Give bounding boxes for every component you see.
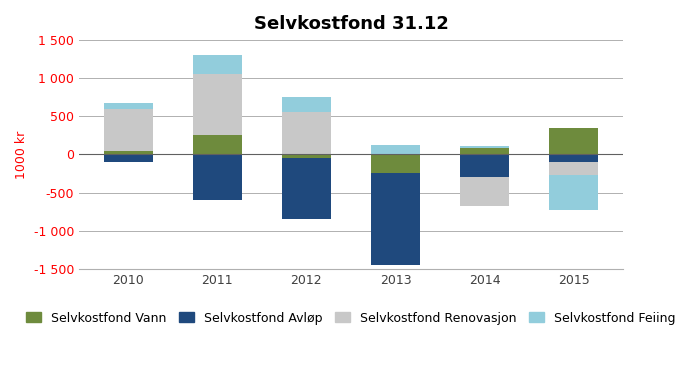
Y-axis label: 1000 kr: 1000 kr [15, 130, 28, 179]
Title: Selvkostfond 31.12: Selvkostfond 31.12 [253, 15, 448, 33]
Bar [550, 162, 598, 176]
Bar [550, 176, 598, 210]
Bar [103, 154, 153, 162]
Bar [371, 145, 420, 154]
Bar [282, 158, 331, 219]
Bar [193, 55, 242, 74]
Bar [460, 146, 509, 148]
Bar [103, 109, 153, 151]
Bar [460, 177, 509, 206]
Bar [193, 74, 242, 135]
Bar [460, 148, 509, 154]
Bar [193, 135, 242, 154]
Legend: Selvkostfond Vann, Selvkostfond Avløp, Selvkostfond Renovasjon, Selvkostfond Fei: Selvkostfond Vann, Selvkostfond Avløp, S… [26, 312, 676, 324]
Bar [193, 154, 242, 200]
Bar [550, 154, 598, 162]
Bar [371, 174, 420, 265]
Bar [282, 97, 331, 112]
Bar [103, 151, 153, 154]
Bar [282, 154, 331, 158]
Bar [103, 103, 153, 109]
Bar [460, 154, 509, 177]
Bar [282, 112, 331, 154]
Bar [550, 128, 598, 154]
Bar [371, 154, 420, 174]
